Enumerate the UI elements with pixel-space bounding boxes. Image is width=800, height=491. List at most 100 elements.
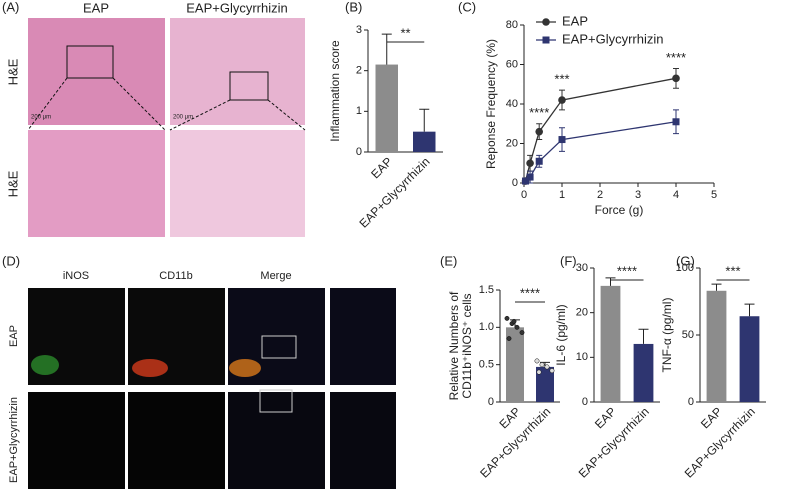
- marker: [526, 159, 534, 168]
- scale-label: 200 μm: [31, 115, 51, 121]
- panel-label: (F): [560, 253, 577, 268]
- column-label: Merge: [260, 270, 291, 282]
- series-line: [524, 77, 677, 182]
- y-tick-label: 80: [506, 19, 518, 31]
- column-label: CD11b: [159, 270, 192, 282]
- marker: [535, 157, 543, 165]
- y-tick-label: 1.0: [479, 321, 494, 333]
- y-tick-label: 20: [506, 137, 518, 149]
- x-tick-label: 2: [597, 189, 603, 201]
- if-image: [28, 392, 125, 489]
- significance: ****: [617, 263, 637, 278]
- row-label: H&E: [5, 58, 20, 85]
- x-tick-label: EAP: [698, 404, 725, 431]
- y-tick-label: 50: [682, 329, 694, 341]
- zoom-box: [229, 71, 269, 101]
- data-point: [549, 368, 555, 374]
- panel-label: (D): [2, 253, 20, 268]
- y-tick-label: 0: [512, 177, 518, 189]
- y-axis-label: IL-6 (pg/ml): [554, 304, 568, 365]
- x-tick-label: EAP: [368, 154, 395, 181]
- significance: **: [400, 25, 410, 40]
- data-point: [514, 324, 520, 330]
- error-bar: [711, 283, 722, 291]
- y-tick-label: 20: [576, 307, 588, 319]
- significance: ****: [529, 105, 549, 120]
- data-point: [544, 364, 550, 370]
- data-point: [539, 362, 545, 368]
- significance: ***: [554, 72, 569, 87]
- y-axis-label: CD11b⁺iNOS⁺ cells: [460, 293, 474, 398]
- zoom-box: [261, 335, 297, 359]
- error-bar: [605, 277, 616, 286]
- bar: [739, 316, 760, 402]
- legend-label: EAP: [562, 13, 588, 28]
- y-axis-label: Relative Numbers of: [447, 291, 461, 400]
- x-tick-label: 3: [635, 189, 641, 201]
- zoom-box: [259, 389, 293, 413]
- marker: [558, 136, 566, 144]
- bar: [413, 131, 436, 152]
- if-images: [28, 288, 396, 489]
- row-label: H&E: [5, 170, 20, 197]
- x-tick-label: 1: [559, 189, 565, 201]
- y-axis-label: TNF-α (pg/ml): [660, 298, 674, 373]
- panel-label: (E): [440, 253, 457, 268]
- bar: [506, 327, 524, 402]
- marker: [522, 177, 530, 185]
- signal: [132, 359, 168, 377]
- zoom-line: [27, 77, 68, 131]
- x-tick-label: 5: [711, 189, 717, 201]
- x-tick-label: 0: [521, 189, 527, 201]
- marker: [535, 127, 543, 136]
- if-image: [228, 392, 325, 489]
- y-tick-label: 60: [506, 58, 518, 70]
- y-tick-label: 10: [576, 351, 588, 363]
- legend-label: EAP+Glycyrrhizin: [562, 31, 664, 46]
- data-point: [504, 315, 510, 321]
- y-tick-label: 100: [676, 262, 694, 274]
- legend-marker: [542, 36, 550, 44]
- zoom-line: [267, 99, 306, 131]
- scale-label: 200 μm: [173, 115, 193, 121]
- panel-label: (G): [676, 253, 695, 268]
- y-tick-label: 3: [356, 24, 362, 36]
- y-tick-label: 2: [356, 65, 362, 77]
- data-point: [534, 358, 540, 364]
- y-tick-label: 0: [688, 396, 694, 408]
- y-axis-label: Reponse Frequency (%): [484, 39, 498, 169]
- he-image: [28, 130, 165, 237]
- significance: ****: [666, 50, 686, 65]
- panel-label: (C): [458, 0, 476, 14]
- y-tick-label: 0: [582, 396, 588, 408]
- column-label: iNOS: [63, 270, 89, 282]
- y-tick-label: 0.5: [479, 359, 494, 371]
- significance: ****: [520, 285, 540, 300]
- data-point: [511, 318, 517, 324]
- significance: ***: [725, 263, 740, 278]
- row-label: EAP+Glycyrrhizin: [8, 397, 20, 483]
- if-image: [330, 392, 396, 489]
- he-image: [170, 130, 305, 237]
- marker: [672, 118, 680, 126]
- bar: [600, 285, 621, 402]
- he-image: [28, 18, 165, 125]
- legend-marker: [542, 18, 550, 26]
- marker: [672, 74, 680, 83]
- y-tick-label: 1.5: [479, 284, 494, 296]
- data-point: [506, 336, 512, 341]
- if-image: [128, 392, 225, 489]
- x-tick-label: EAP+Glycyrrhizin: [356, 154, 432, 230]
- y-tick-label: 1: [356, 105, 362, 117]
- y-tick-label: 40: [506, 98, 518, 110]
- data-point: [536, 369, 542, 375]
- row-label: EAP: [8, 325, 20, 347]
- zoom-box: [66, 45, 114, 79]
- data-point: [519, 330, 525, 336]
- he-images: [27, 18, 306, 237]
- marker: [526, 173, 534, 181]
- error-bar: [419, 108, 430, 132]
- error-bar: [381, 33, 392, 65]
- signal: [31, 355, 59, 375]
